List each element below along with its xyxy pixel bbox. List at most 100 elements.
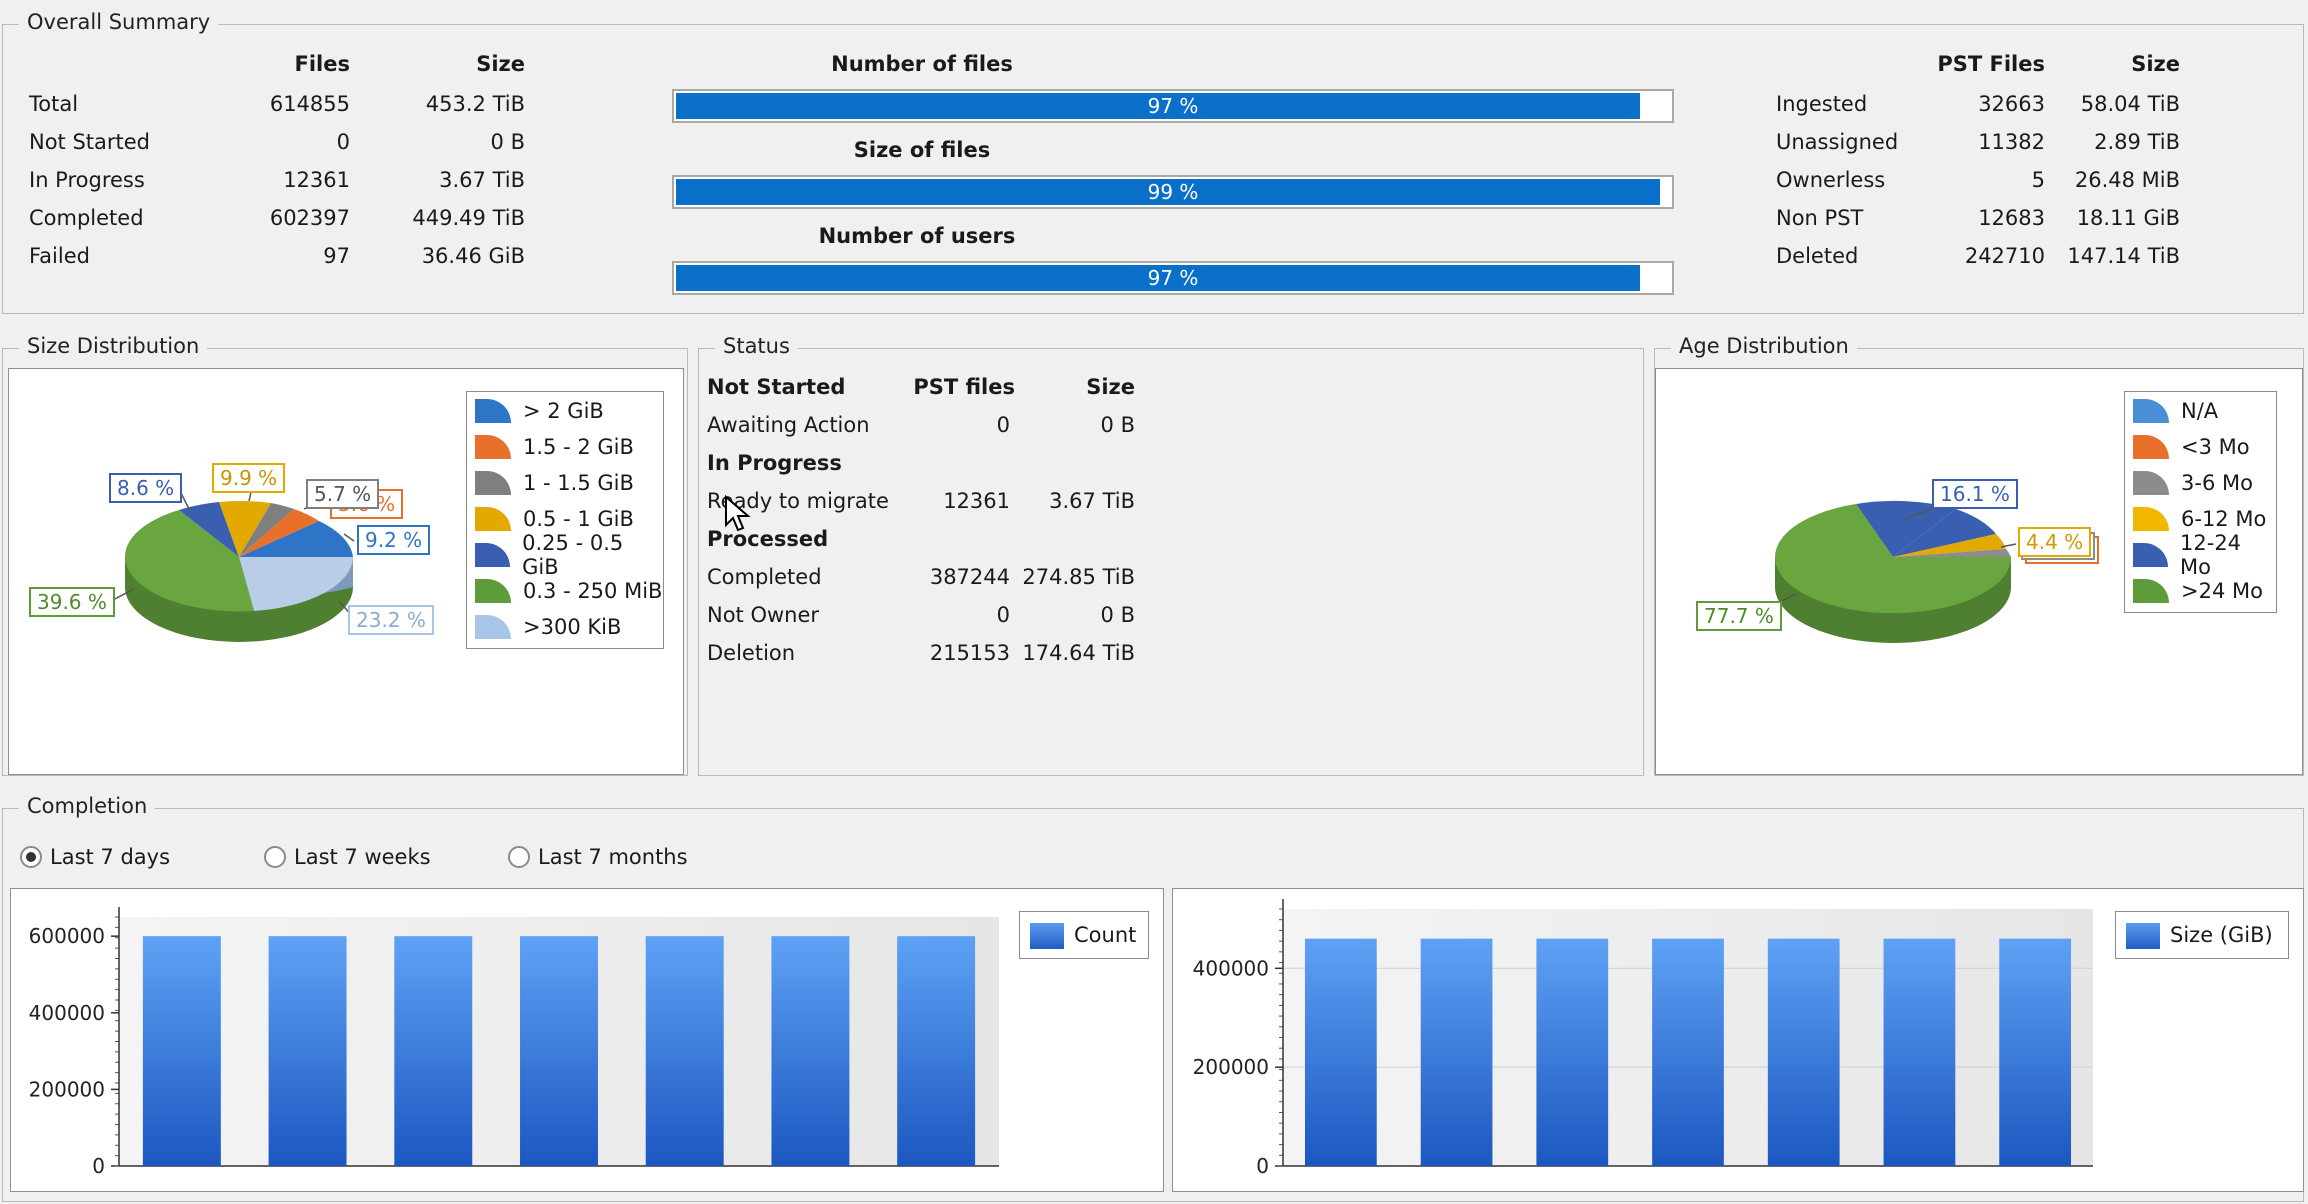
pie-slice [1893,509,1996,557]
size-distribution-chart: 8.6 % 9.9 % 5.6 % 5.7 % 9.2 % 39.6 % 23.… [8,368,684,775]
radio-circle-icon[interactable] [508,846,530,868]
progress-fill [676,265,1641,291]
summary-row-files: 0 [336,130,350,154]
pie-slice [239,557,353,611]
legend-item: 1.5 - 2 GiB [475,432,634,462]
status-not-started-heading: Not Started [707,375,846,399]
legend-item: N/A [2133,396,2218,426]
y-tick-label: 0 [1256,1154,1269,1178]
size-distribution-group: Size Distribution [2,334,688,776]
size-gib-legend-label: Size (GiB) [2170,923,2273,947]
summary-row-size: 36.46 GiB [421,244,525,268]
bar [1536,938,1609,1166]
radio-dot [26,852,36,862]
size-pie-label-9-2: 9.2 % [357,525,431,555]
legend-label: >24 Mo [2181,579,2263,603]
legend-label: N/A [2181,399,2219,423]
legend-label: 0.25 - 0.5 GiB [522,531,624,579]
files-column-header: Files [294,52,350,76]
pie-slice [1893,534,2006,557]
status-title: Status [715,334,798,358]
status-row-files: 0 [996,603,1010,627]
legend-swatch [2133,507,2169,531]
summary-row-size: 449.49 TiB [412,206,525,230]
y-tick-label: 0 [92,1154,105,1178]
summary-row-size: 0 B [490,130,525,154]
number-of-files-progress: 97 % [672,89,1674,123]
status-row-size: 174.64 TiB [1022,641,1135,665]
size-column-header: Size [476,52,525,76]
status-row-files: 0 [996,413,1010,437]
legend-label: 1 - 1.5 GiB [523,471,634,495]
size-gib-legend: Size (GiB) [2115,911,2289,959]
summary-row-label: Total [29,92,79,116]
pst-row-label: Ingested [1776,92,1868,116]
y-tick-label: 400000 [29,1001,105,1025]
legend-label: >300 KiB [523,615,622,639]
progress-text: 97 % [1147,266,1199,290]
status-row-label: Deletion [707,641,796,665]
legend-item: 1 - 1.5 GiB [475,468,634,498]
radio-label: Last 7 days [50,845,171,869]
bar [897,936,976,1166]
pst-row-size: 58.04 TiB [2080,92,2180,116]
legend-swatch [475,507,511,531]
status-row-files: 215153 [929,641,1010,665]
radio-last-7-days[interactable]: Last 7 days [20,845,170,869]
pst-size-column-header: Size [2131,52,2180,76]
legend-item: 6-12 Mo [2133,504,2266,534]
status-row-files: 12361 [943,489,1010,513]
status-row-label: Not Owner [707,603,820,627]
y-tick-label: 200000 [29,1077,105,1101]
legend-swatch [2133,399,2169,423]
pst-row-label: Ownerless [1776,168,1886,192]
legend-item: >300 KiB [475,612,621,642]
bar [268,936,347,1166]
y-tick-label: 200000 [1193,1055,1269,1079]
size-pie-chart [110,478,355,642]
pst-files-column-header: PST Files [1937,52,2045,76]
summary-row-label: Not Started [29,130,151,154]
size-pie-label-8-6: 8.6 % [109,473,183,503]
pst-row-size: 2.89 TiB [2094,130,2180,154]
y-tick-label: 400000 [1193,956,1269,980]
summary-row-files: 12361 [283,168,350,192]
legend-label: 0.3 - 250 MiB [523,579,663,603]
pst-row-size: 18.11 GiB [2076,206,2180,230]
legend-item: 0.3 - 250 MiB [475,576,662,606]
radio-circle-icon[interactable] [264,846,286,868]
status-row-size: 0 B [1100,603,1135,627]
bar [520,936,598,1166]
legend-label: 3-6 Mo [2181,471,2253,495]
progress-fill [676,93,1641,119]
progress-text: 99 % [1147,180,1199,204]
pie-slice [239,521,353,557]
pie-slice [1856,500,1956,557]
summary-row-files: 97 [323,244,350,268]
radio-label: Last 7 months [538,845,688,869]
legend-item: 3-6 Mo [2133,468,2253,498]
status-row-label: Awaiting Action [707,413,870,437]
bar [394,936,473,1166]
size-pie-label-23-2: 23.2 % [348,605,434,635]
size-bar-chart: 400000 200000 0 [1193,899,2093,1178]
radio-last-7-months[interactable]: Last 7 months [508,845,688,869]
age-pie-chart [1775,500,2099,643]
status-in-progress-heading: In Progress [707,451,842,475]
legend-item: 0.5 - 1 GiB [475,504,634,534]
pie-slice [1775,504,2012,614]
legend-swatch [475,615,511,639]
bar [1652,938,1724,1166]
legend-item: 0.25 - 0.5 GiB [475,531,663,579]
completion-title: Completion [19,794,156,818]
size-legend: > 2 GiB 1.5 - 2 GiB 1 - 1.5 GiB 0.5 - 1 … [466,391,664,649]
radio-circle-icon[interactable] [20,846,42,868]
overall-summary-title: Overall Summary [19,10,219,34]
pst-row-size: 26.48 MiB [2074,168,2180,192]
legend-swatch [2133,579,2169,603]
radio-label: Last 7 weeks [294,845,431,869]
pst-row-files: 242710 [1964,244,2045,268]
legend-item: > 2 GiB [475,396,604,426]
bar [771,936,850,1166]
radio-last-7-weeks[interactable]: Last 7 weeks [264,845,431,869]
